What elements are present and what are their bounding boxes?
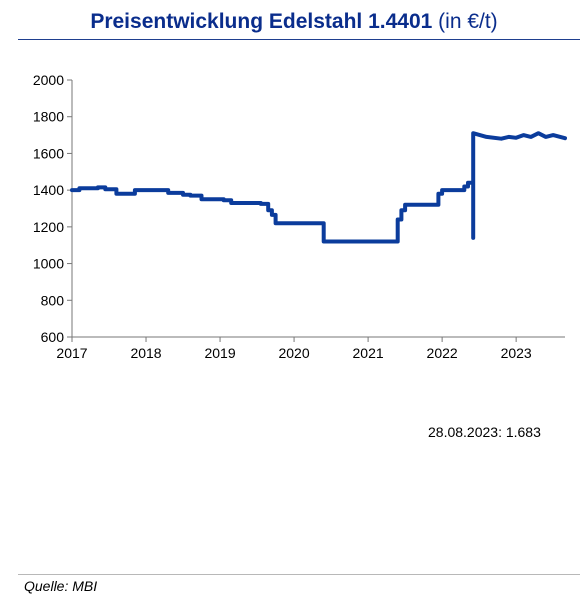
y-tick-label: 2000 [33,72,64,88]
y-tick-label: 800 [41,292,65,308]
x-tick-label: 2019 [204,345,235,361]
chart-title-main: Preisentwicklung Edelstahl 1.4401 [90,10,433,33]
x-tick-label: 2023 [501,345,532,361]
chart-title-unit: (in €/t) [438,10,498,33]
price-series-line [70,131,567,244]
y-tick-label: 1600 [33,145,64,161]
y-tick-label: 1400 [33,182,64,198]
x-tick-label: 2022 [427,345,458,361]
x-tick-label: 2018 [130,345,161,361]
x-tick-label: 2017 [56,345,87,361]
x-tick-label: 2020 [278,345,309,361]
footer-divider [18,574,580,575]
y-tick-label: 1800 [33,109,64,125]
chart-title: Preisentwicklung Edelstahl 1.4401 (in €/… [0,10,588,34]
latest-price-annotation: 28.08.2023: 1.683 [428,424,541,440]
y-tick-label: 600 [41,329,65,345]
x-tick-label: 2021 [353,345,384,361]
title-divider [18,39,580,40]
y-tick-label: 1200 [33,219,64,235]
source-note: Quelle: MBI [24,578,98,594]
y-tick-label: 1000 [33,256,64,272]
